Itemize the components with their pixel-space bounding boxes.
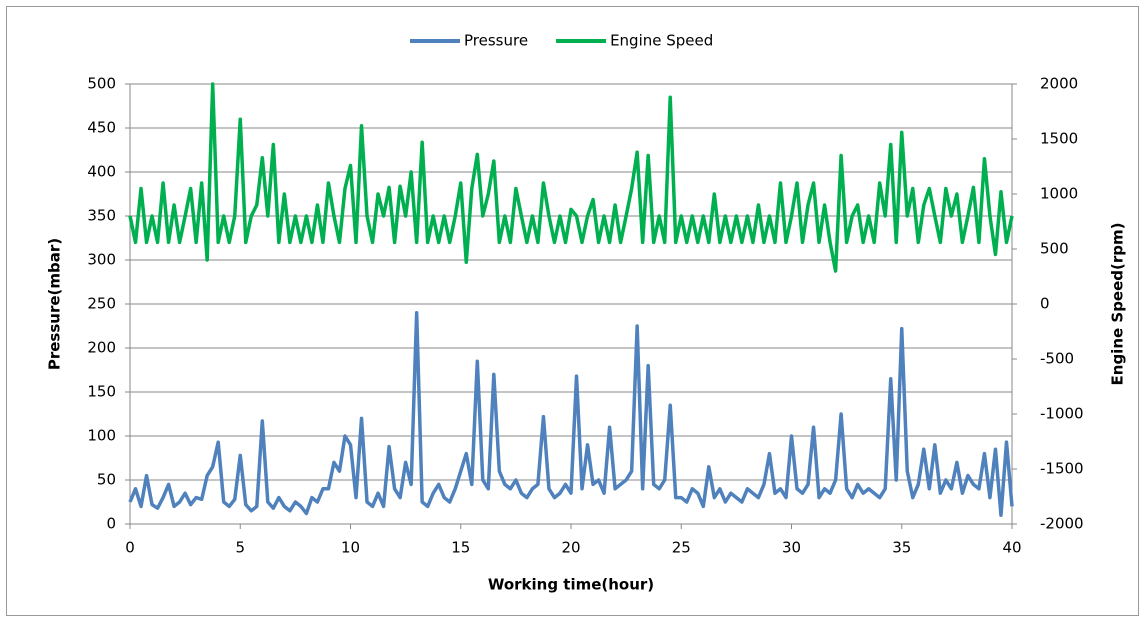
y-tick-label: 350 [87,207,116,225]
x-tick-label: 15 [451,539,470,557]
y-tick-label: 300 [87,251,116,269]
y-tick-label: 500 [87,75,116,93]
y-axis-title: Pressure(mbar) [46,238,64,370]
y-tick-label: 150 [87,383,116,401]
y-tick-label: 200 [87,339,116,357]
y-tick-label: 250 [87,295,116,313]
series-line [128,311,1014,517]
x-tick-label: 40 [1002,539,1021,557]
y2-tick-label: -1000 [1040,405,1084,423]
y2-tick-label: 500 [1040,240,1069,258]
y-tick-label: 50 [97,471,116,489]
y2-tick-label: 1500 [1040,130,1078,148]
legend-label: Engine Speed [610,32,713,50]
x-tick-label: 0 [125,539,135,557]
y-tick-label: 0 [106,515,116,533]
x-tick-label: 30 [782,539,801,557]
y2-tick-label: -500 [1040,350,1074,368]
y-tick-label: 400 [87,163,116,181]
y2-tick-label: 1000 [1040,185,1078,203]
y2-tick-label: -2000 [1040,515,1084,533]
x-tick-label: 35 [892,539,911,557]
y2-tick-label: 0 [1040,295,1050,313]
x-tick-label: 20 [561,539,580,557]
x-tick-label: 10 [341,539,360,557]
x-tick-label: 25 [672,539,691,557]
legend-label: Pressure [464,32,528,50]
y2-tick-label: 2000 [1040,75,1078,93]
y2-tick-label: -1500 [1040,460,1084,478]
x-axis-title: Working time(hour) [488,576,654,594]
y2-axis-title: Engine Speed(rpm) [1109,223,1127,386]
x-tick-label: 5 [235,539,245,557]
y-tick-label: 100 [87,427,116,445]
y-tick-label: 450 [87,119,116,137]
chart-frame [6,6,1139,616]
series-line [128,82,1014,273]
